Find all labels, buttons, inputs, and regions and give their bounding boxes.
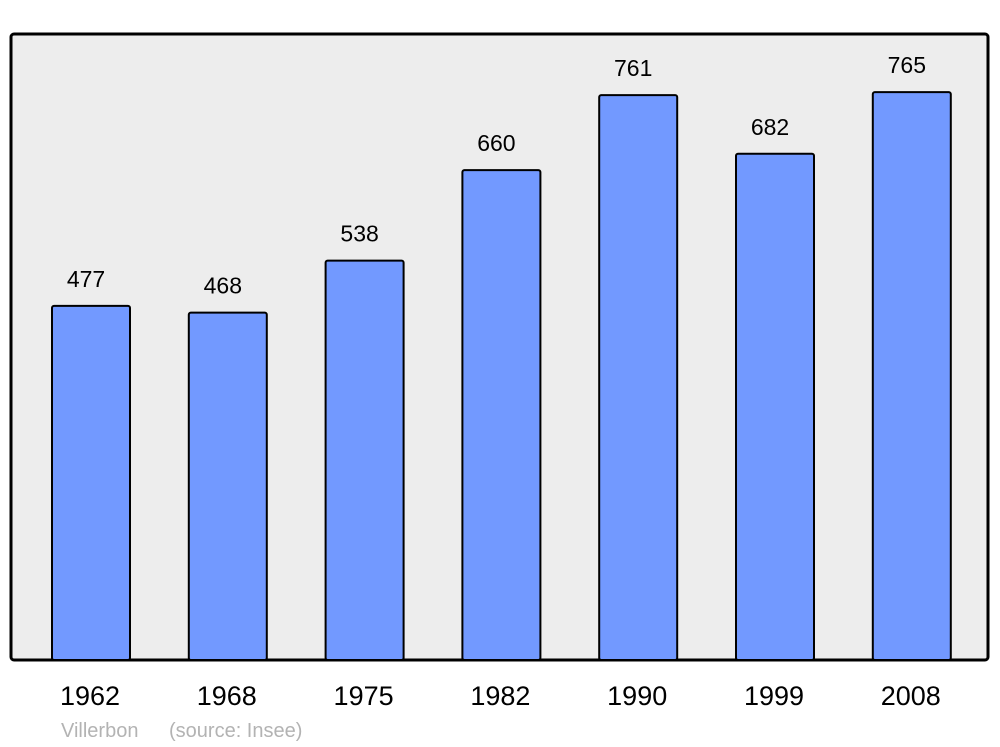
x-tick-label-1982: 1982 — [470, 681, 530, 711]
x-tick-label-1962: 1962 — [60, 681, 120, 711]
bar-1982 — [461, 169, 542, 662]
data-label-1999: 682 — [751, 114, 789, 140]
x-tick-label-2008: 2008 — [881, 681, 941, 711]
footer-source: (source: Insee) — [169, 720, 302, 742]
data-label-1982: 660 — [477, 130, 515, 156]
data-label-1968: 468 — [204, 273, 242, 299]
data-label-1975: 538 — [340, 221, 378, 247]
bar-1990 — [598, 94, 679, 662]
x-tick-label-1975: 1975 — [334, 681, 394, 711]
x-tick-label-1990: 1990 — [607, 681, 667, 711]
bar-1968 — [187, 311, 268, 661]
bar-1999 — [735, 152, 815, 662]
data-label-2008: 765 — [888, 52, 926, 78]
bar-2008 — [871, 91, 952, 661]
bar-1975 — [324, 259, 405, 661]
x-tick-label-1968: 1968 — [197, 681, 257, 711]
footer-place: Villerbon — [61, 720, 138, 742]
data-label-1962: 477 — [67, 266, 105, 292]
data-label-1990: 761 — [614, 55, 652, 81]
x-tick-label-1999: 1999 — [744, 681, 804, 711]
bar-1962 — [51, 304, 131, 661]
